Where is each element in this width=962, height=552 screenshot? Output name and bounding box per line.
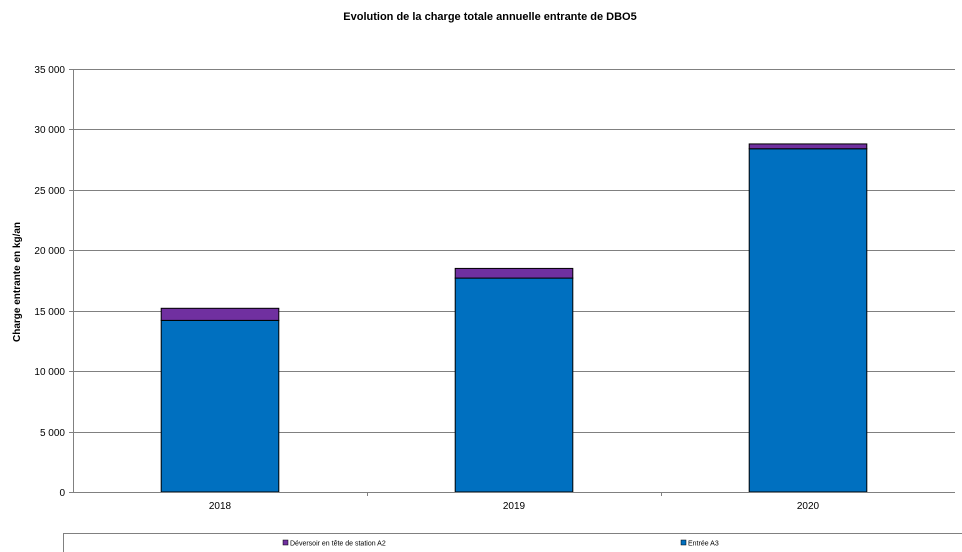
legend: Déversoir en tête de station A2 Entrée A3 bbox=[63, 533, 962, 552]
y-tick-label: 15 000 bbox=[34, 307, 65, 318]
y-tick-label: 5 000 bbox=[40, 428, 65, 439]
y-axis-label: Charge entrante en kg/an bbox=[12, 222, 23, 342]
x-tick-label: 2018 bbox=[209, 501, 232, 512]
bar-deversoir-2019 bbox=[454, 267, 574, 279]
chart-title: Evolution de la charge totale annuelle e… bbox=[343, 11, 636, 23]
bar-entree-2019 bbox=[454, 277, 574, 493]
bars bbox=[160, 143, 868, 493]
y-tick-label: 35 000 bbox=[34, 65, 65, 76]
y-tick-label: 0 bbox=[59, 488, 65, 499]
x-tick-label: 2020 bbox=[797, 501, 820, 512]
bar-deversoir-2020 bbox=[748, 143, 868, 150]
y-tick-label: 25 000 bbox=[34, 186, 65, 197]
bar-entree-2020 bbox=[748, 148, 868, 493]
y-tick-label: 20 000 bbox=[34, 246, 65, 257]
legend-swatch bbox=[680, 539, 687, 546]
legend-label: Entrée A3 bbox=[688, 541, 719, 548]
legend-box bbox=[63, 533, 962, 552]
x-tick-label: 2019 bbox=[503, 501, 526, 512]
legend-swatch bbox=[282, 539, 289, 546]
y-tick-label: 10 000 bbox=[34, 367, 65, 378]
axes: 0 5 000 10 000 15 000 20 000 25 000 30 000 35 0… bbox=[34, 65, 955, 512]
legend-label: Déversoir en tête de station A2 bbox=[290, 541, 386, 548]
y-tick-label: 30 000 bbox=[34, 125, 65, 136]
bar-entree-2018 bbox=[160, 319, 280, 493]
bar-deversoir-2018 bbox=[160, 307, 280, 321]
